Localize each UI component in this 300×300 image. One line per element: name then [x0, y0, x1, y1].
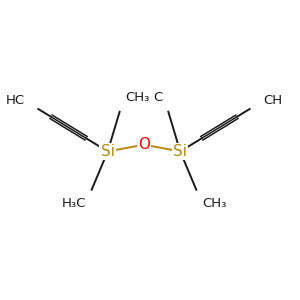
Text: CH: CH: [263, 94, 283, 107]
Text: CH₃: CH₃: [125, 92, 150, 104]
Text: H₃C: H₃C: [61, 197, 86, 210]
Text: Si: Si: [101, 144, 115, 159]
Text: CH₃: CH₃: [202, 197, 226, 210]
Text: C: C: [153, 92, 162, 104]
Text: O: O: [138, 137, 150, 152]
Text: Si: Si: [173, 144, 187, 159]
Text: HC: HC: [5, 94, 25, 107]
